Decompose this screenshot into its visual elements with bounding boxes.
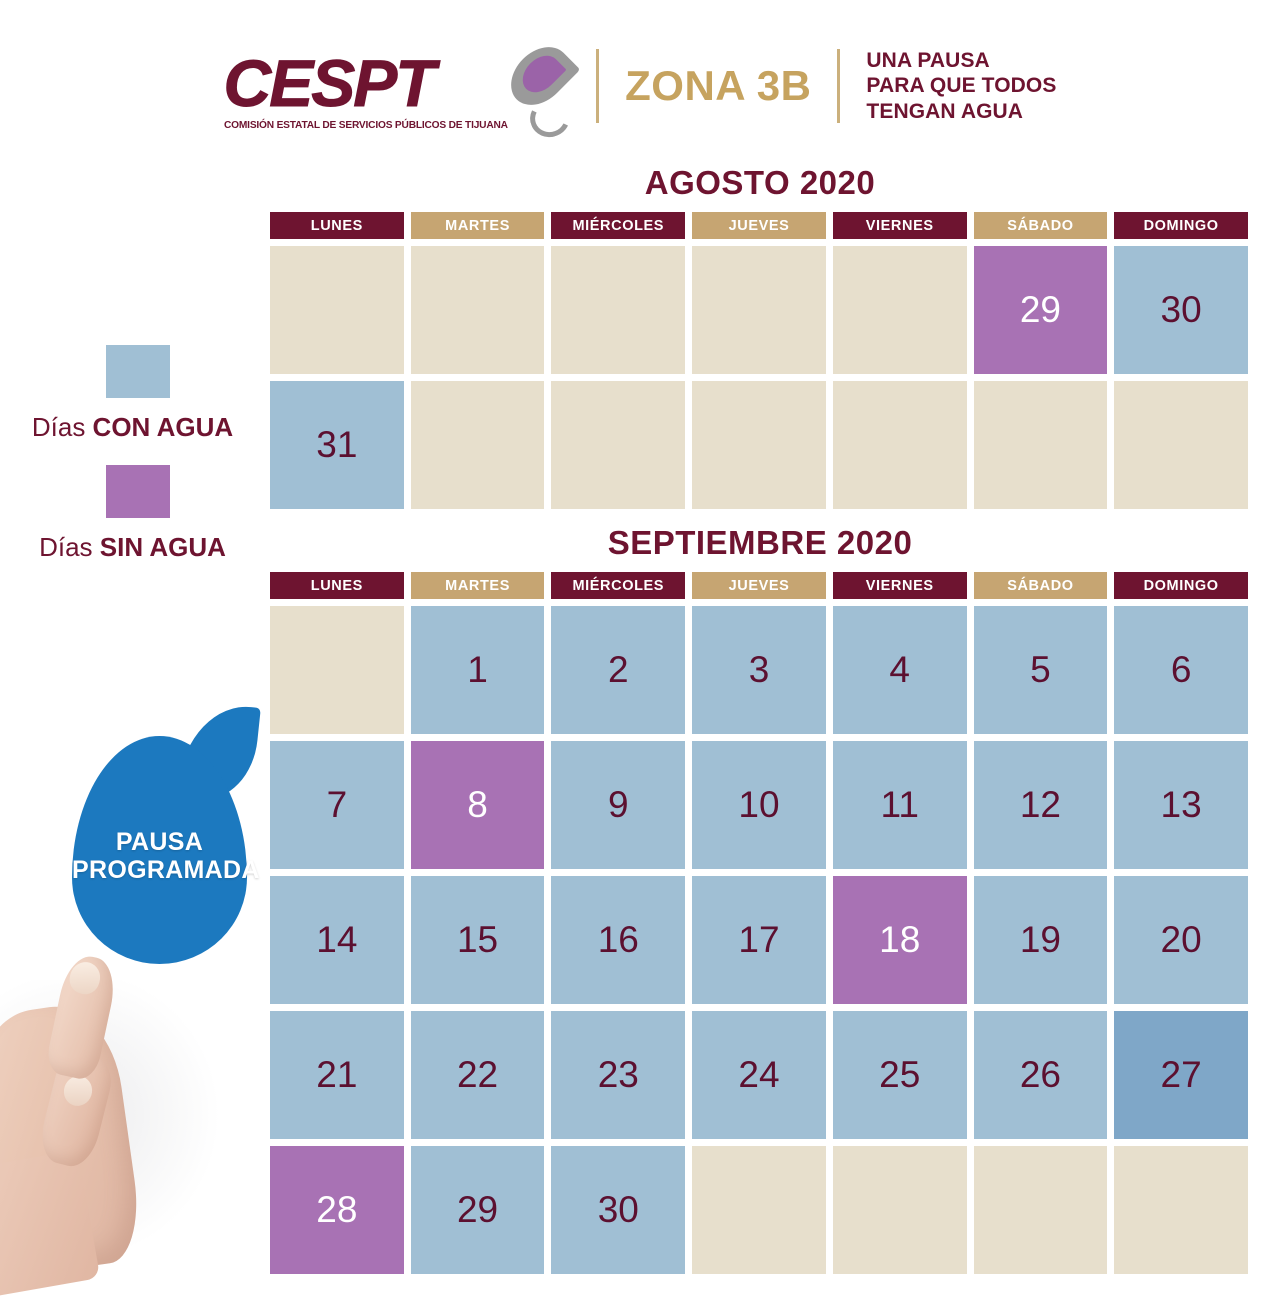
calendar-empty-cell bbox=[832, 1146, 967, 1274]
calendar-day-cell[interactable]: 9 bbox=[551, 741, 686, 869]
pausa-line-1: PAUSA bbox=[115, 828, 204, 856]
legend: Días CON AGUA Días SIN AGUA bbox=[0, 345, 265, 585]
calendar-day-cell[interactable]: 14 bbox=[270, 876, 404, 1004]
calendar-empty-cell bbox=[270, 246, 404, 374]
calendar-grid-agosto: LUNES MARTES MIÉRCOLES JUEVES VIERNES SÁBADO D… bbox=[270, 212, 1248, 509]
calendar-day-cell[interactable]: 11 bbox=[832, 741, 967, 869]
calendar-day-cell[interactable]: 22 bbox=[410, 1011, 545, 1139]
legend-prefix-con-agua: Días bbox=[31, 412, 93, 442]
pausa-drop-icon bbox=[72, 736, 247, 964]
calendar-day-cell[interactable]: 19 bbox=[973, 876, 1108, 1004]
calendar-day-cell[interactable]: 29 bbox=[410, 1146, 545, 1274]
calendar-day-cell[interactable]: 3 bbox=[692, 606, 826, 734]
logo-wordmark: CESPT bbox=[223, 46, 436, 121]
day-header-jueves: JUEVES bbox=[692, 572, 826, 599]
day-header-miercoles: MIÉRCOLES bbox=[551, 572, 686, 599]
calendar-empty-cell bbox=[692, 246, 826, 374]
calendar-empty-cell bbox=[551, 381, 686, 509]
calendar-empty-cell bbox=[832, 246, 967, 374]
logo-subtitle: COMISIÓN ESTATAL DE SERVICIOS PÚBLICOS D… bbox=[223, 119, 508, 131]
calendar-day-cell[interactable]: 17 bbox=[692, 876, 826, 1004]
legend-item-sin-agua: Días SIN AGUA bbox=[0, 465, 265, 563]
month-title-agosto: AGOSTO 2020 bbox=[644, 164, 876, 201]
day-header-miercoles: MIÉRCOLES bbox=[551, 212, 686, 239]
calendar-empty-cell bbox=[270, 606, 404, 734]
legend-swatch-con-agua bbox=[105, 345, 170, 398]
day-header-viernes: VIERNES bbox=[832, 212, 967, 239]
calendar-day-cell[interactable]: 18 bbox=[832, 876, 967, 1004]
day-header-sabado: SÁBADO bbox=[973, 572, 1108, 599]
calendar-empty-cell bbox=[832, 381, 967, 509]
month-title-septiembre: SEPTIEMBRE 2020 bbox=[607, 524, 913, 561]
calendar-empty-cell bbox=[692, 1146, 826, 1274]
tagline-line-3: TENGAN AGUA bbox=[866, 99, 1024, 123]
calendar-day-cell[interactable]: 10 bbox=[692, 741, 826, 869]
calendar-day-cell[interactable]: 30 bbox=[551, 1146, 686, 1274]
calendar-day-cell[interactable]: 1 bbox=[410, 606, 545, 734]
calendar-day-cell[interactable]: 25 bbox=[832, 1011, 967, 1139]
header-divider-right bbox=[837, 49, 841, 123]
calendar-day-cell[interactable]: 21 bbox=[270, 1011, 404, 1139]
calendar-empty-cell bbox=[973, 1146, 1108, 1274]
calendar-empty-cell bbox=[973, 381, 1108, 509]
legend-label-sin-agua: Días SIN AGUA bbox=[39, 532, 226, 563]
calendar-empty-cell bbox=[410, 246, 545, 374]
calendar-empty-cell bbox=[551, 246, 686, 374]
calendar-day-cell[interactable]: 29 bbox=[973, 246, 1108, 374]
calendar-day-cell[interactable]: 6 bbox=[1114, 606, 1248, 734]
calendar-day-cell[interactable]: 24 bbox=[692, 1011, 826, 1139]
tagline: UNA PAUSA PARA QUE TODOS TENGAN AGUA bbox=[866, 48, 1056, 125]
zone-label: ZONA 3B bbox=[625, 62, 812, 109]
calendar-day-cell[interactable]: 5 bbox=[973, 606, 1108, 734]
pausa-text: PAUSA PROGRAMADA bbox=[72, 828, 260, 884]
legend-strong-sin-agua: SIN AGUA bbox=[99, 532, 226, 562]
cespt-logo: CESPT COMISIÓN ESTATAL DE SERVICIOS PÚBL… bbox=[223, 35, 581, 143]
day-header-lunes: LUNES bbox=[270, 212, 404, 239]
calendar-day-cell[interactable]: 13 bbox=[1114, 741, 1248, 869]
legend-swatch-sin-agua bbox=[105, 465, 170, 518]
legend-prefix-sin-agua: Días bbox=[39, 532, 100, 562]
calendar-day-cell[interactable]: 12 bbox=[973, 741, 1108, 869]
calendar-day-cell[interactable]: 4 bbox=[832, 606, 967, 734]
legend-item-con-agua: Días CON AGUA bbox=[0, 345, 265, 443]
calendar-empty-cell bbox=[1114, 381, 1248, 509]
calendar-day-cell[interactable]: 28 bbox=[270, 1146, 404, 1274]
day-header-martes: MARTES bbox=[410, 572, 545, 599]
page-header: CESPT COMISIÓN ESTATAL DE SERVICIOS PÚBL… bbox=[0, 34, 1280, 143]
logo-text-block: CESPT COMISIÓN ESTATAL DE SERVICIOS PÚBL… bbox=[223, 46, 517, 131]
legend-label-con-agua: Días CON AGUA bbox=[32, 412, 233, 443]
day-header-domingo: DOMINGO bbox=[1114, 572, 1248, 599]
calendar-day-cell[interactable]: 16 bbox=[551, 876, 686, 1004]
day-header-viernes: VIERNES bbox=[832, 572, 967, 599]
header-divider-left bbox=[596, 49, 600, 123]
calendar-empty-cell bbox=[692, 381, 826, 509]
calendar-day-cell[interactable]: 31 bbox=[270, 381, 404, 509]
day-header-martes: MARTES bbox=[410, 212, 545, 239]
tagline-line-2: PARA QUE TODOS bbox=[866, 74, 1057, 98]
pausa-line-2: PROGRAMADA bbox=[72, 856, 260, 884]
day-header-jueves: JUEVES bbox=[692, 212, 826, 239]
calendar-day-cell[interactable]: 8 bbox=[410, 741, 545, 869]
calendar-empty-cell bbox=[1114, 1146, 1248, 1274]
hand-photo bbox=[0, 950, 190, 1300]
calendar-day-cell[interactable]: 15 bbox=[410, 876, 545, 1004]
calendar-day-cell[interactable]: 27 bbox=[1114, 1011, 1248, 1139]
calendar-empty-cell bbox=[410, 381, 545, 509]
calendar-day-cell[interactable]: 26 bbox=[973, 1011, 1108, 1139]
day-header-lunes: LUNES bbox=[270, 572, 404, 599]
calendar-day-cell[interactable]: 7 bbox=[270, 741, 404, 869]
calendar-day-cell[interactable]: 2 bbox=[551, 606, 686, 734]
legend-strong-con-agua: CON AGUA bbox=[92, 412, 234, 442]
calendar-day-cell[interactable]: 20 bbox=[1114, 876, 1248, 1004]
calendar-day-cell[interactable]: 23 bbox=[551, 1011, 686, 1139]
calendar-grid-septiembre: LUNES MARTES MIÉRCOLES JUEVES VIERNES SÁBADO D… bbox=[270, 572, 1248, 1274]
water-drop-logo-icon bbox=[499, 35, 581, 143]
tagline-line-1: UNA PAUSA bbox=[866, 48, 990, 72]
day-header-domingo: DOMINGO bbox=[1114, 212, 1248, 239]
calendar-day-cell[interactable]: 30 bbox=[1114, 246, 1248, 374]
day-header-sabado: SÁBADO bbox=[973, 212, 1108, 239]
pausa-programada-badge: PAUSA PROGRAMADA bbox=[62, 700, 277, 990]
